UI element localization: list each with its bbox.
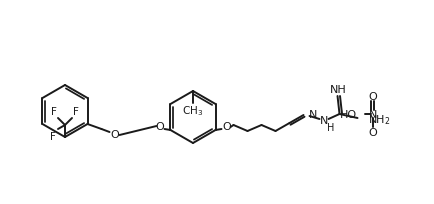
Text: N: N (319, 115, 328, 125)
Text: O: O (155, 121, 164, 131)
Text: N: N (368, 110, 376, 119)
Text: CH$_3$: CH$_3$ (182, 104, 203, 117)
Text: N: N (308, 110, 316, 119)
Text: O: O (368, 92, 377, 102)
Text: O: O (110, 129, 118, 139)
Text: NH: NH (329, 85, 346, 94)
Text: O: O (222, 121, 230, 131)
Text: F: F (51, 106, 57, 116)
Text: O: O (368, 127, 377, 137)
Text: H: H (326, 122, 333, 132)
Text: NH$_2$: NH$_2$ (367, 113, 389, 126)
Text: F: F (50, 131, 56, 141)
Text: HO: HO (339, 110, 356, 119)
Text: F: F (73, 106, 79, 116)
